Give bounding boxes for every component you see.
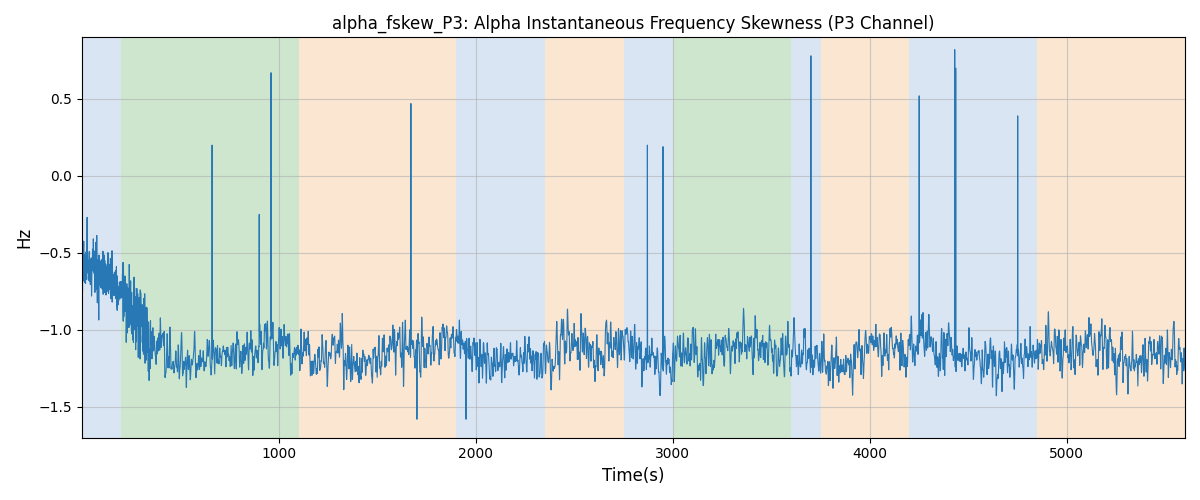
Bar xyxy=(121,38,299,438)
Bar xyxy=(791,38,821,438)
Bar xyxy=(821,38,910,438)
Bar xyxy=(545,38,624,438)
Bar xyxy=(1037,38,1186,438)
Bar xyxy=(624,38,673,438)
Bar xyxy=(299,38,456,438)
Title: alpha_fskew_P3: Alpha Instantaneous Frequency Skewness (P3 Channel): alpha_fskew_P3: Alpha Instantaneous Freq… xyxy=(332,15,935,34)
Bar xyxy=(456,38,545,438)
Bar xyxy=(910,38,1037,438)
Bar xyxy=(82,38,121,438)
Y-axis label: Hz: Hz xyxy=(14,227,32,248)
Bar xyxy=(673,38,791,438)
X-axis label: Time(s): Time(s) xyxy=(602,467,665,485)
